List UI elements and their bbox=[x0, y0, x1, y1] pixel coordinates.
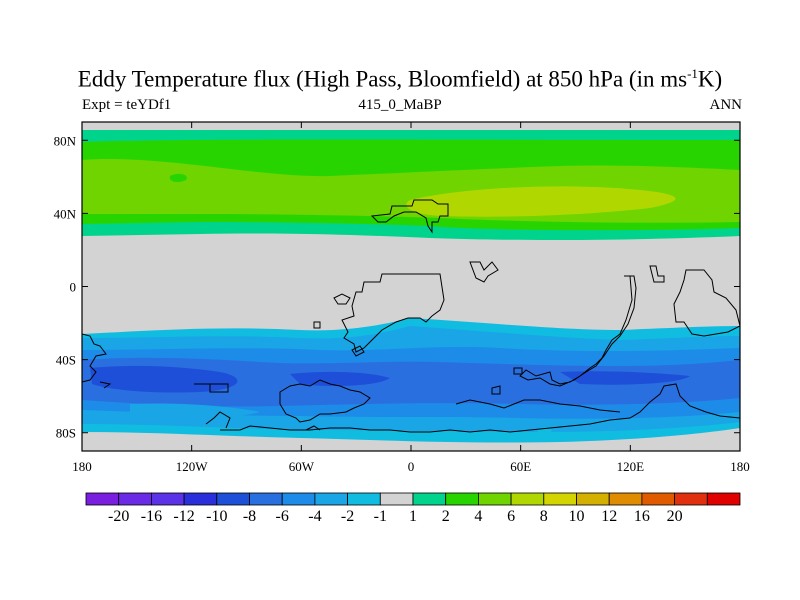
colorbar-swatch bbox=[674, 492, 708, 506]
plot-title: Eddy Temperature flux (High Pass, Bloomf… bbox=[77, 66, 723, 92]
x-tick-label: 180 bbox=[72, 459, 92, 474]
y-tick-label: 0 bbox=[70, 280, 77, 295]
season-label: ANN bbox=[709, 97, 743, 113]
colorbar-label: 2 bbox=[442, 508, 450, 525]
colorbar-swatch bbox=[314, 492, 348, 506]
colorbar-swatch bbox=[706, 492, 741, 506]
colorbar-swatch bbox=[477, 492, 512, 506]
y-tick-label: 40N bbox=[54, 206, 77, 221]
colorbar-swatch bbox=[412, 492, 447, 506]
colorbar-label: 1 bbox=[409, 508, 417, 525]
colorbar-swatch bbox=[216, 492, 250, 506]
colorbar-label: -6 bbox=[276, 508, 289, 525]
map-axes: 180 120W 60W 0 60E 120E 180 80N 40N 0 40S 80S bbox=[54, 122, 750, 474]
coastlines bbox=[82, 199, 740, 433]
colorbar-swatch bbox=[608, 492, 643, 506]
x-tick-label: 0 bbox=[408, 459, 415, 474]
colorbar: -20 -16 -12 -10 -8 -6 -4 -2 -1 1 2 4 6 8 10 12 16 20 bbox=[85, 492, 741, 525]
colorbar-label: 12 bbox=[601, 508, 617, 525]
y-tick-label: 80S bbox=[56, 426, 76, 441]
x-tick-label: 60E bbox=[510, 459, 531, 474]
colorbar-label: 10 bbox=[569, 508, 585, 525]
colorbar-swatch bbox=[510, 492, 545, 506]
x-tick-label: 120W bbox=[176, 459, 209, 474]
colorbar-swatch bbox=[85, 492, 120, 506]
colorbar-label: -1 bbox=[374, 508, 387, 525]
colorbar-swatch bbox=[183, 492, 218, 506]
colorbar-label: -16 bbox=[141, 508, 162, 525]
colorbar-label: 6 bbox=[507, 508, 515, 525]
colorbar-label: -10 bbox=[206, 508, 227, 525]
colorbar-label: 16 bbox=[634, 508, 650, 525]
colorbar-swatch bbox=[379, 492, 414, 506]
colorbar-swatch bbox=[118, 492, 152, 506]
colorbar-swatch bbox=[641, 492, 676, 506]
colorbar-swatch bbox=[445, 492, 479, 506]
colorbar-label: -2 bbox=[341, 508, 354, 525]
run-id-label: 415_0_MaBP bbox=[358, 97, 442, 113]
x-tick-label: 120E bbox=[617, 459, 645, 474]
colorbar-swatch bbox=[347, 492, 381, 506]
colorbar-label: 4 bbox=[474, 508, 482, 525]
y-tick-label: 40S bbox=[56, 353, 76, 368]
colorbar-swatch bbox=[281, 492, 316, 506]
colorbar-swatch bbox=[249, 492, 283, 506]
colorbar-label: 20 bbox=[667, 508, 683, 525]
x-tick-label: 180 bbox=[730, 459, 750, 474]
x-tick-label: 60W bbox=[289, 459, 315, 474]
colorbar-label: -8 bbox=[243, 508, 256, 525]
y-tick-label: 80N bbox=[54, 133, 77, 148]
colorbar-swatch bbox=[150, 492, 185, 506]
colorbar-swatch bbox=[543, 492, 577, 506]
colorbar-label: -12 bbox=[173, 508, 194, 525]
colorbar-swatch bbox=[576, 492, 610, 506]
colorbar-label: 8 bbox=[540, 508, 548, 525]
experiment-label: Expt = teYDf1 bbox=[82, 97, 172, 113]
colorbar-label: -20 bbox=[108, 508, 129, 525]
flux-field bbox=[82, 122, 740, 451]
colorbar-label: -4 bbox=[308, 508, 321, 525]
